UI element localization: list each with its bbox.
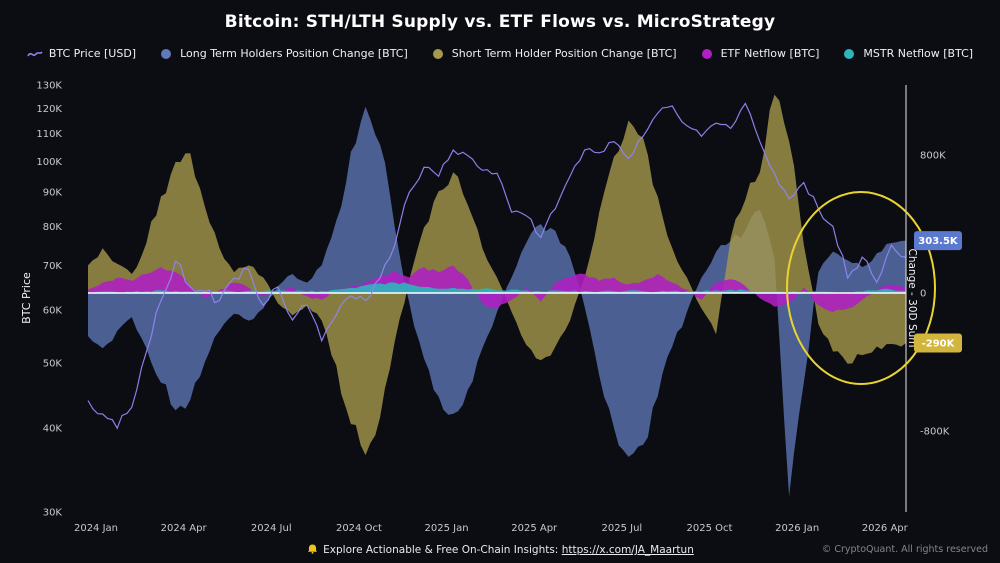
left-tick-label: 80K <box>43 222 63 233</box>
legend-item-lth-position-change[interactable]: Long Term Holders Position Change [BTC] <box>158 47 408 60</box>
series-btc-price-line <box>87 102 907 430</box>
footer-note-text: Explore Actionable & Free On-Chain Insig… <box>323 544 562 556</box>
etf-netflow-marker-icon <box>701 48 712 59</box>
x-tick-label: 2024 Jan <box>74 523 118 534</box>
left-tick-label: 90K <box>43 188 63 199</box>
legend-item-btc-price[interactable]: BTC Price [USD] <box>27 47 136 60</box>
x-tick-label: 2025 Oct <box>687 523 733 534</box>
left-tick-label: 70K <box>43 261 63 272</box>
x-tick-label: 2025 Apr <box>511 523 558 534</box>
badge-sth-last-value-label: -290K <box>922 339 956 350</box>
copyright-text: © CryptoQuant. All rights reserved <box>821 544 988 555</box>
x-tick-label: 2026 Apr <box>862 523 909 534</box>
badge-sth-last-value <box>914 333 962 353</box>
legend-item-sth-position-change[interactable]: Short Term Holder Position Change [BTC] <box>430 47 677 60</box>
x-tick-label: 2024 Jul <box>251 523 292 534</box>
left-tick-label: 30K <box>43 508 63 519</box>
right-tick-label: 0 <box>920 289 926 300</box>
sth-position-change-marker-icon <box>432 48 443 59</box>
x-tick-label: 2024 Oct <box>336 523 382 534</box>
badge-lth-last-value <box>914 231 962 251</box>
legend-item-label: Short Term Holder Position Change [BTC] <box>451 47 677 60</box>
badge-lth-last-value-label: 303.5K <box>918 236 959 247</box>
x-tick-label: 2025 Jul <box>602 523 643 534</box>
legend-item-label: Long Term Holders Position Change [BTC] <box>180 47 408 60</box>
footer-link[interactable]: https://x.com/JA_Maartun <box>561 544 694 556</box>
left-axis-title: BTC Price <box>20 272 33 324</box>
right-axis-title: Change - 30D Sum <box>906 249 918 348</box>
legend-item-label: BTC Price [USD] <box>48 47 137 60</box>
btc-price-marker-icon <box>27 50 43 56</box>
chart-legend: BTC Price [USD] Long Term Holders Positio… <box>0 47 1000 60</box>
lth-position-change-marker-icon <box>161 48 172 59</box>
legend-item-mstr-netflow[interactable]: MSTR Netflow [BTC] <box>841 47 973 60</box>
chart-title: Bitcoin: STH/LTH Supply vs. ETF Flows vs… <box>224 12 776 32</box>
right-tick-label: 800K <box>920 151 946 162</box>
bell-icon <box>308 544 318 554</box>
right-tick-label: -800K <box>920 427 950 438</box>
series-etf-netflow-area <box>88 265 906 312</box>
x-tick-label: 2025 Jan <box>425 523 469 534</box>
x-tick-label: 2024 Apr <box>161 523 208 534</box>
highlight-circle-annotation <box>786 191 936 385</box>
left-tick-label: 120K <box>36 104 62 115</box>
footer-note: Explore Actionable & Free On-Chain Insig… <box>0 543 1000 556</box>
left-tick-label: 60K <box>43 306 63 317</box>
series-sth-position-change-area <box>88 94 906 456</box>
legend-item-etf-netflow[interactable]: ETF Netflow [BTC] <box>699 47 820 60</box>
left-tick-label: 100K <box>36 157 62 168</box>
left-tick-label: 110K <box>36 129 62 140</box>
x-tick-label: 2026 Jan <box>775 523 819 534</box>
left-tick-label: 40K <box>43 424 63 435</box>
legend-item-label: MSTR Netflow [BTC] <box>863 47 974 60</box>
mstr-netflow-marker-icon <box>844 48 855 59</box>
left-tick-label: 50K <box>43 359 63 370</box>
legend-item-label: ETF Netflow [BTC] <box>720 47 820 60</box>
left-tick-label: 130K <box>36 81 62 92</box>
